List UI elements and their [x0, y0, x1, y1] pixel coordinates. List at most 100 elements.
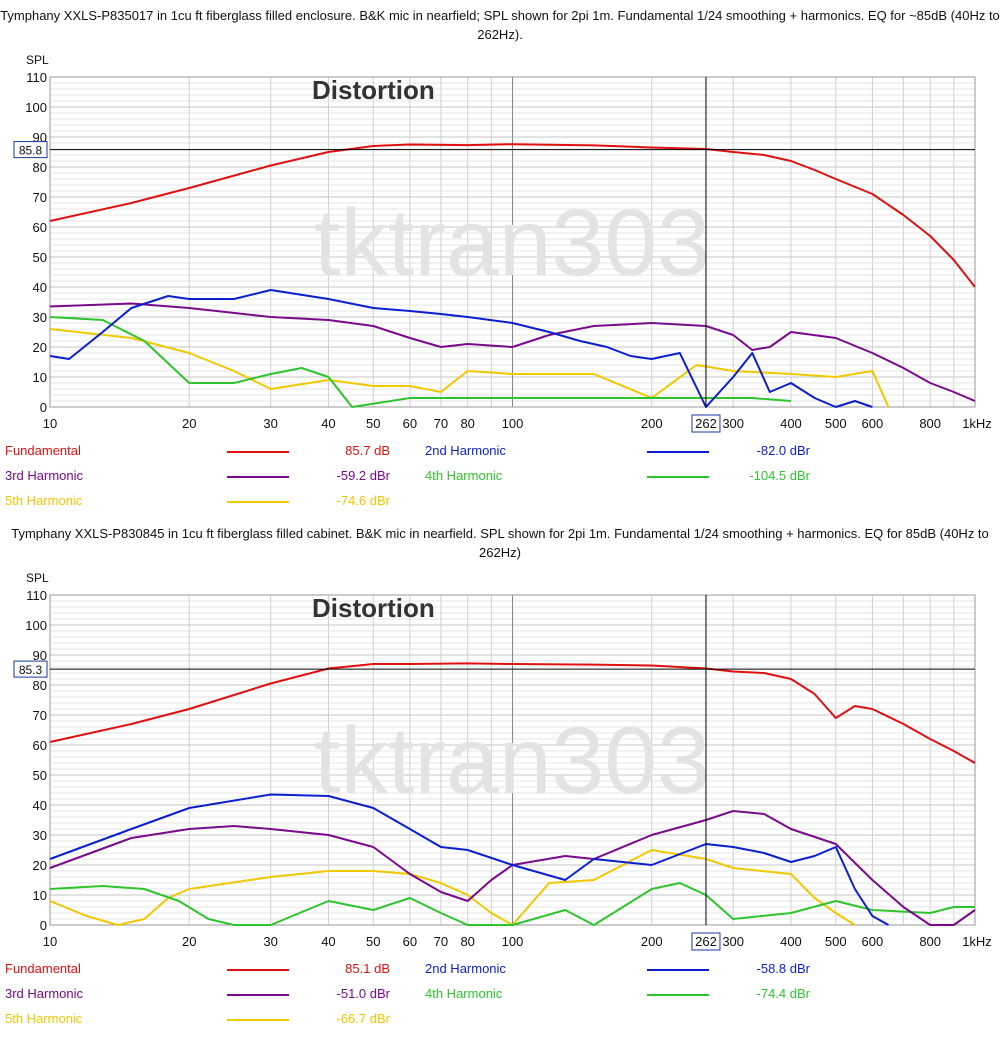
- y-tick-label: 20: [33, 340, 47, 355]
- legend-name-5th-harmonic: 5th Harmonic: [5, 493, 83, 508]
- y-tick-label: 50: [33, 250, 47, 265]
- x-tick-label: 800: [919, 416, 941, 431]
- cursor-y-box: [13, 141, 48, 159]
- y-tick-label: 40: [33, 798, 47, 813]
- series-line-3rd-harmonic: [49, 810, 976, 926]
- x-tick-label: 300: [722, 934, 744, 949]
- legend-value-4th-harmonic: -74.4 dBr: [756, 986, 810, 1001]
- y-tick-label: 0: [40, 400, 47, 415]
- y-tick-label: 90: [33, 648, 47, 663]
- y-tick-label: 40: [33, 280, 47, 295]
- legend-value-3rd-harmonic: -51.0 dBr: [336, 986, 390, 1001]
- y-tick-label: 10: [33, 370, 47, 385]
- x-tick-label: 1kHz: [962, 934, 992, 949]
- legend-name-fundamental: Fundamental: [5, 443, 81, 458]
- x-tick-label: 100: [502, 416, 524, 431]
- chart-panel-bottom: Tymphany XXLS-P830845 in 1cu ft fibergla…: [0, 518, 1000, 1034]
- chart-legend: Fundamental 85.7 dB 2nd Harmonic -82.0 dBr 3…: [0, 440, 1000, 520]
- chart-title: Tymphany XXLS-P830845 in 1cu ft fibergla…: [11, 526, 989, 560]
- x-tick-label: 300: [722, 416, 744, 431]
- x-tick-label: 200: [641, 416, 663, 431]
- chart-plot: tktran303DistortionSPL010203040506070809…: [13, 53, 992, 433]
- y-tick-label: 20: [33, 858, 47, 873]
- x-tick-label: 30: [263, 416, 277, 431]
- cursor-x-box: [691, 932, 721, 951]
- chart-plot: tktran303DistortionSPL010203040506070809…: [13, 571, 992, 951]
- series-line-3rd-harmonic: [49, 302, 976, 402]
- legend-swatch-5th-harmonic: [227, 1019, 289, 1021]
- legend-name-2nd-harmonic: 2nd Harmonic: [425, 961, 506, 976]
- legend-swatch-fundamental: [227, 969, 289, 971]
- legend-name-2nd-harmonic: 2nd Harmonic: [425, 443, 506, 458]
- legend-value-2nd-harmonic: -82.0 dBr: [756, 443, 810, 458]
- x-tick-label: 500: [825, 934, 847, 949]
- x-tick-label: 800: [919, 934, 941, 949]
- x-tick-label: 70: [434, 416, 448, 431]
- series-line-4th-harmonic: [49, 316, 792, 408]
- chart-legend: Fundamental 85.1 dB 2nd Harmonic -58.8 dBr 3…: [0, 958, 1000, 1038]
- cursor-x-label: 262: [695, 934, 717, 949]
- y-tick-label: 80: [33, 160, 47, 175]
- y-tick-label: 10: [33, 888, 47, 903]
- x-tick-label: 400: [780, 416, 802, 431]
- cursor-y-label: 85.8: [19, 144, 43, 158]
- y-tick-label: 110: [26, 70, 47, 85]
- chart-title: Tymphany XXLS-P835017 in 1cu ft fibergla…: [0, 8, 1000, 42]
- y-tick-label: 50: [33, 768, 47, 783]
- x-tick-label: 80: [460, 934, 474, 949]
- x-tick-label: 400: [780, 934, 802, 949]
- cursor-y-label: 85.3: [19, 663, 43, 677]
- legend-value-fundamental: 85.7 dB: [345, 443, 390, 458]
- series-line-2nd-harmonic: [49, 793, 889, 926]
- chart-panel-top: Tymphany XXLS-P835017 in 1cu ft fibergla…: [0, 0, 1000, 516]
- legend-swatch-5th-harmonic: [227, 501, 289, 503]
- series-group: [49, 143, 976, 408]
- legend-swatch-4th-harmonic: [647, 476, 709, 478]
- x-tick-label: 600: [862, 934, 884, 949]
- cursor-x-box: [691, 414, 721, 433]
- legend-value-5th-harmonic: -66.7 dBr: [336, 1011, 390, 1026]
- legend-name-5th-harmonic: 5th Harmonic: [5, 1011, 83, 1026]
- watermark: tktran303: [314, 190, 710, 296]
- y-axis-label: SPL: [26, 571, 49, 585]
- legend-swatch-fundamental: [227, 451, 289, 453]
- legend-value-5th-harmonic: -74.6 dBr: [336, 493, 390, 508]
- legend-name-4th-harmonic: 4th Harmonic: [425, 468, 503, 483]
- legend-value-fundamental: 85.1 dB: [345, 961, 390, 976]
- x-tick-label: 10: [43, 416, 57, 431]
- x-tick-label: 100: [502, 934, 524, 949]
- y-tick-label: 70: [33, 190, 47, 205]
- x-tick-label: 40: [321, 416, 335, 431]
- legend-value-4th-harmonic: -104.5 dBr: [749, 468, 810, 483]
- legend-name-4th-harmonic: 4th Harmonic: [425, 986, 503, 1001]
- x-tick-label: 20: [182, 416, 196, 431]
- y-tick-label: 100: [25, 100, 47, 115]
- series-line-fundamental: [49, 143, 976, 288]
- x-tick-label: 600: [862, 416, 884, 431]
- x-tick-label: 70: [434, 934, 448, 949]
- legend-name-fundamental: Fundamental: [5, 961, 81, 976]
- cursor-y-box: [13, 660, 48, 678]
- legend-value-2nd-harmonic: -58.8 dBr: [756, 961, 810, 976]
- legend-swatch-2nd-harmonic: [647, 969, 709, 971]
- series-line-5th-harmonic: [49, 328, 890, 408]
- y-tick-label: 30: [33, 828, 47, 843]
- cursor-x-label: 262: [695, 416, 717, 431]
- watermark: tktran303: [314, 708, 710, 814]
- x-tick-label: 50: [366, 416, 380, 431]
- y-axis-label: SPL: [26, 53, 49, 67]
- x-tick-label: 200: [641, 934, 663, 949]
- overlay-label: Distortion: [312, 593, 435, 623]
- series-line-5th-harmonic: [49, 849, 856, 926]
- x-tick-label: 60: [403, 934, 417, 949]
- legend-swatch-2nd-harmonic: [647, 451, 709, 453]
- x-tick-label: 50: [366, 934, 380, 949]
- x-tick-label: 10: [43, 934, 57, 949]
- y-tick-label: 60: [33, 738, 47, 753]
- legend-swatch-3rd-harmonic: [227, 994, 289, 996]
- y-tick-label: 100: [25, 618, 47, 633]
- legend-name-3rd-harmonic: 3rd Harmonic: [5, 468, 84, 483]
- legend-swatch-4th-harmonic: [647, 994, 709, 996]
- x-tick-label: 80: [460, 416, 474, 431]
- x-tick-label: 1kHz: [962, 416, 992, 431]
